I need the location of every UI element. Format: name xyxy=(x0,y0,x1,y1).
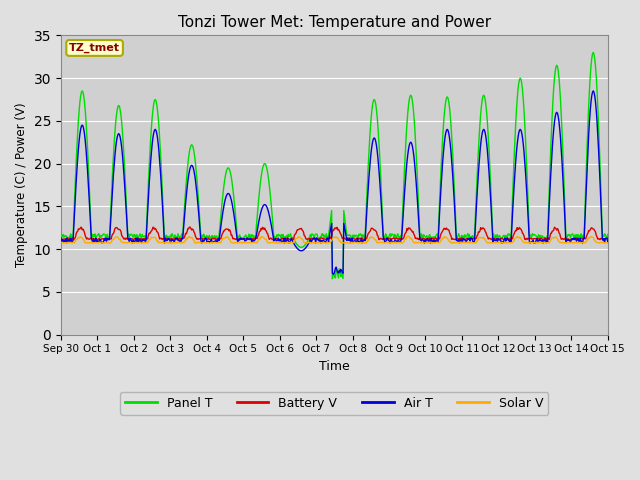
Y-axis label: Temperature (C) / Power (V): Temperature (C) / Power (V) xyxy=(15,103,28,267)
X-axis label: Time: Time xyxy=(319,360,349,373)
Legend: Panel T, Battery V, Air T, Solar V: Panel T, Battery V, Air T, Solar V xyxy=(120,392,548,415)
Title: Tonzi Tower Met: Temperature and Power: Tonzi Tower Met: Temperature and Power xyxy=(178,15,491,30)
Text: TZ_tmet: TZ_tmet xyxy=(69,43,120,53)
